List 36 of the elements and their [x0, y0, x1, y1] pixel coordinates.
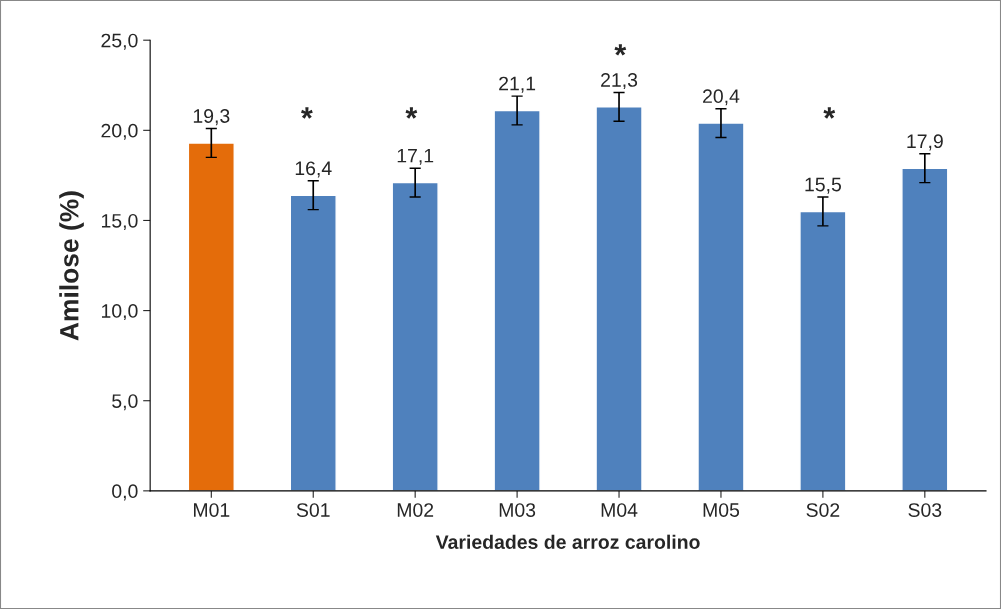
- y-tick-label: 25,0: [101, 33, 138, 50]
- bar: [697, 122, 745, 491]
- y-tick-label: 0,0: [112, 484, 138, 501]
- data-label: 16,4: [295, 161, 332, 178]
- x-axis-title: Variedades de arroz carolino: [435, 534, 700, 549]
- y-tick-label: 5,0: [112, 394, 138, 411]
- bar: [493, 109, 541, 491]
- x-tick-label: S02: [806, 503, 840, 517]
- x-tick-label: M03: [499, 503, 536, 517]
- y-tick-label: 10,0: [101, 304, 138, 321]
- x-tick-label: S01: [296, 503, 330, 517]
- data-label: 20,4: [703, 89, 740, 106]
- y-axis-title: Amilose (%): [59, 191, 84, 341]
- data-label: 17,9: [907, 134, 943, 151]
- x-tick-label: M01: [193, 503, 230, 517]
- data-label: 17,1: [397, 148, 434, 165]
- y-tick-label: 15,0: [101, 213, 138, 230]
- x-tick-label: M05: [703, 503, 740, 517]
- bar: [595, 106, 643, 491]
- x-tick-label: S03: [908, 503, 942, 517]
- data-label: 21,3: [601, 73, 638, 90]
- bar: [901, 167, 949, 491]
- bar: [799, 210, 847, 491]
- data-label: 15,5: [805, 177, 841, 194]
- annotation: *: [823, 107, 836, 119]
- annotation: *: [405, 107, 418, 119]
- bar: [391, 181, 439, 491]
- x-tick-label: M02: [397, 503, 434, 517]
- bar: [289, 194, 337, 491]
- data-label: 19,3: [193, 109, 230, 126]
- annotation: *: [301, 107, 313, 119]
- bar: [187, 142, 235, 491]
- y-tick-label: 20,0: [101, 123, 138, 140]
- x-tick-label: M04: [601, 503, 638, 517]
- annotation: *: [614, 44, 627, 56]
- data-label: 21,1: [499, 76, 536, 93]
